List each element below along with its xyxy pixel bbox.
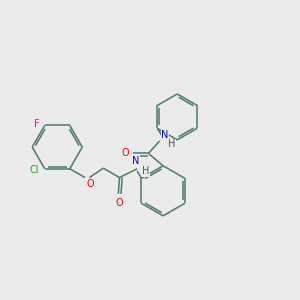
Text: H: H [168, 139, 175, 149]
Text: N: N [132, 156, 140, 166]
Text: O: O [86, 179, 94, 189]
Text: O: O [122, 148, 130, 158]
Text: N: N [161, 130, 168, 140]
Text: Cl: Cl [29, 165, 39, 175]
Text: F: F [34, 119, 39, 129]
Text: O: O [116, 198, 123, 208]
Text: H: H [142, 166, 149, 176]
